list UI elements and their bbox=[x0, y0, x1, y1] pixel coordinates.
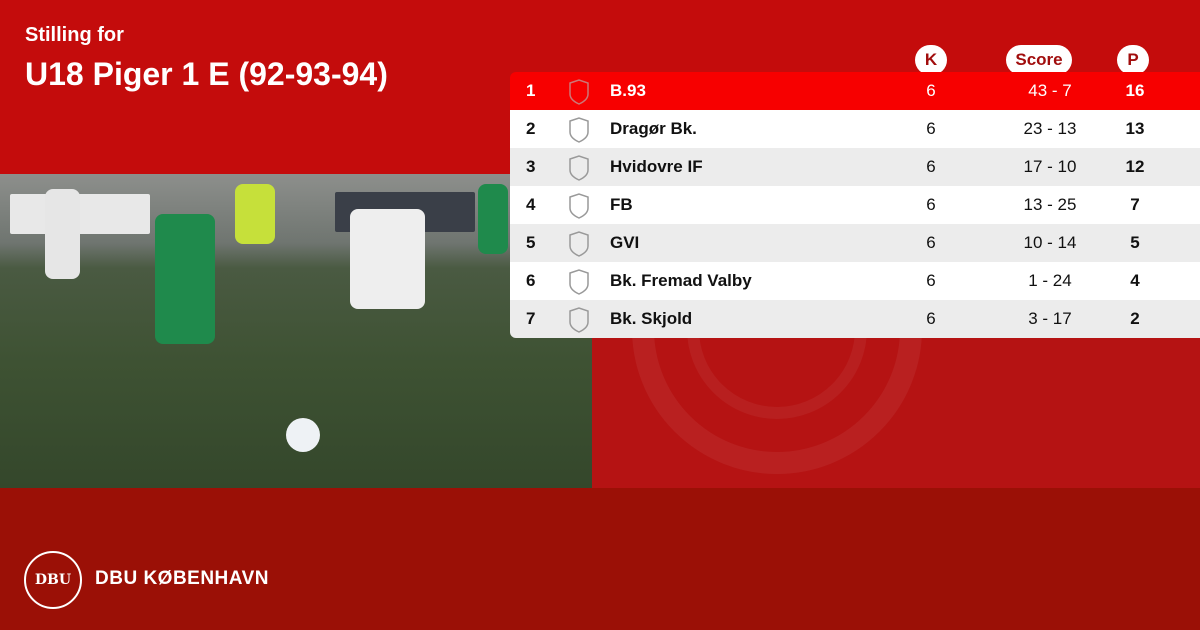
referee bbox=[235, 184, 275, 244]
football bbox=[286, 418, 320, 452]
goal-score: 17 - 10 bbox=[1023, 157, 1077, 176]
team-name: Dragør Bk. bbox=[610, 119, 697, 138]
position: 1 bbox=[526, 81, 536, 100]
column-header-p: P bbox=[1117, 45, 1149, 75]
position: 2 bbox=[526, 119, 536, 138]
table-row: 7 Bk. Skjold 6 3 - 17 2 bbox=[510, 300, 1200, 338]
team-name: FB bbox=[610, 195, 633, 214]
matches-played: 6 bbox=[926, 309, 936, 328]
club-crest-icon bbox=[568, 117, 590, 148]
brand-name: DBU KØBENHAVN bbox=[95, 568, 269, 589]
points: 7 bbox=[1130, 195, 1140, 214]
club-crest-icon bbox=[568, 269, 590, 300]
position: 5 bbox=[526, 233, 536, 252]
subtitle: Stilling for bbox=[25, 24, 124, 46]
table-row: 2 Dragør Bk. 6 23 - 13 13 bbox=[510, 110, 1200, 148]
goal-score: 13 - 25 bbox=[1023, 195, 1077, 214]
table-row: 3 Hvidovre IF 6 17 - 10 12 bbox=[510, 148, 1200, 186]
matches-played: 6 bbox=[926, 195, 936, 214]
player-green bbox=[478, 184, 508, 254]
player-white bbox=[45, 189, 80, 279]
player-green bbox=[155, 214, 215, 344]
points: 12 bbox=[1125, 157, 1145, 176]
goal-score: 1 - 24 bbox=[1028, 271, 1072, 290]
team-name: Hvidovre IF bbox=[610, 157, 703, 176]
matches-played: 6 bbox=[926, 271, 936, 290]
table-row: 6 Bk. Fremad Valby 6 1 - 24 4 bbox=[510, 262, 1200, 300]
points: 5 bbox=[1130, 233, 1140, 252]
position: 3 bbox=[526, 157, 536, 176]
matches-played: 6 bbox=[926, 233, 936, 252]
table-row: 1 B.93 6 43 - 7 16 bbox=[510, 72, 1200, 110]
club-crest-icon bbox=[568, 307, 590, 338]
matches-played: 6 bbox=[926, 81, 936, 100]
column-header-score: Score bbox=[1006, 45, 1072, 75]
goal-score: 10 - 14 bbox=[1023, 233, 1077, 252]
team-name: GVI bbox=[610, 233, 640, 252]
club-crest-icon bbox=[568, 155, 590, 186]
ad-board bbox=[10, 194, 150, 234]
position: 6 bbox=[526, 271, 536, 290]
team-name: Bk. Fremad Valby bbox=[610, 271, 752, 290]
dbu-logo: DBU bbox=[24, 551, 82, 609]
points: 2 bbox=[1130, 309, 1140, 328]
column-header-k: K bbox=[915, 45, 947, 75]
footer-band bbox=[0, 488, 1200, 630]
team-name: Bk. Skjold bbox=[610, 309, 693, 328]
table-row: 4 FB 6 13 - 25 7 bbox=[510, 186, 1200, 224]
goal-score: 3 - 17 bbox=[1028, 309, 1072, 328]
points: 4 bbox=[1130, 271, 1140, 290]
matches-played: 6 bbox=[926, 119, 936, 138]
team-name: B.93 bbox=[610, 81, 646, 100]
standings-table: 1 B.93 6 43 - 7 16 2 Dragør Bk. 6 23 - 13… bbox=[510, 72, 1200, 338]
club-crest-icon bbox=[568, 231, 590, 262]
player-white bbox=[350, 209, 425, 309]
page-title: U18 Piger 1 E (92-93-94) bbox=[25, 56, 388, 92]
match-photo bbox=[0, 174, 592, 488]
table-row: 5 GVI 6 10 - 14 5 bbox=[510, 224, 1200, 262]
goal-score: 23 - 13 bbox=[1023, 119, 1077, 138]
position: 7 bbox=[526, 309, 536, 328]
matches-played: 6 bbox=[926, 157, 936, 176]
club-crest-icon bbox=[568, 193, 590, 224]
position: 4 bbox=[526, 195, 536, 214]
club-crest-icon bbox=[568, 79, 590, 110]
points: 16 bbox=[1125, 81, 1145, 100]
goal-score: 43 - 7 bbox=[1028, 81, 1072, 100]
points: 13 bbox=[1125, 119, 1145, 138]
